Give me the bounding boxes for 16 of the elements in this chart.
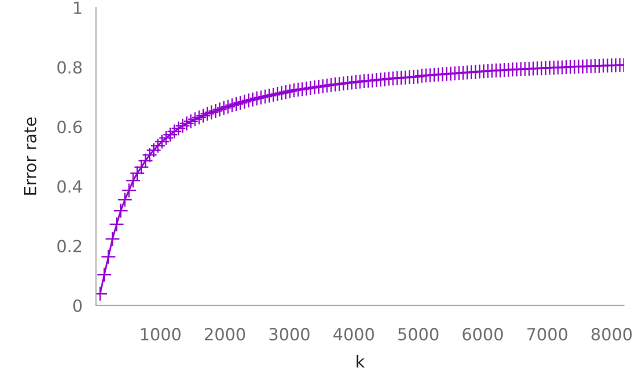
x-tick-label: 2000 — [204, 328, 246, 340]
y-tick-label: 0.6 — [57, 120, 82, 134]
x-tick-label: 5000 — [398, 328, 438, 340]
x-tick-label: 3000 — [269, 328, 310, 340]
x-tick-label: 8000 — [592, 328, 632, 340]
y-tick-label: 0 — [73, 299, 82, 312]
x-tick-label: 4000 — [333, 328, 374, 340]
x-tick-label: 1000 — [141, 328, 181, 340]
y-tick-label: 1 — [74, 2, 82, 14]
y-axis-title: Error rate — [24, 117, 36, 195]
x-tick-label: 6000 — [462, 328, 503, 340]
y-tick-label: 0.4 — [57, 180, 82, 193]
x-tick-label: 7000 — [527, 328, 568, 340]
x-axis-title: k — [356, 354, 365, 368]
y-tick-label: 0.8 — [57, 61, 82, 74]
y-tick-label: 0.2 — [57, 240, 82, 252]
